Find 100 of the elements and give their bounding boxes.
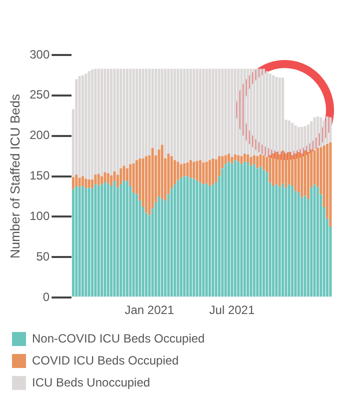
- bar: [113, 181, 116, 297]
- y-tick-label: 0: [42, 290, 50, 304]
- bar: [84, 178, 88, 188]
- legend-label: Non-COVID ICU Beds Occupied: [32, 331, 205, 346]
- bar: [278, 154, 281, 187]
- bar: [237, 155, 240, 162]
- bar: [234, 154, 236, 160]
- bar: [135, 194, 138, 297]
- bar: [202, 162, 205, 184]
- bar: [116, 68, 119, 175]
- bar: [208, 186, 212, 297]
- bar: [262, 170, 266, 297]
- bar: [180, 164, 182, 178]
- bar: [212, 158, 214, 184]
- bar: [144, 156, 148, 213]
- bar: [106, 68, 110, 174]
- bar: [142, 68, 144, 159]
- bar: [183, 163, 186, 176]
- bar: [288, 184, 290, 297]
- bar: [120, 184, 122, 297]
- bar: [129, 68, 132, 164]
- bar: [218, 68, 221, 156]
- bar: [94, 184, 97, 297]
- bar: [176, 162, 180, 180]
- bar: [100, 68, 104, 176]
- bar: [262, 155, 266, 170]
- bar: [240, 156, 243, 164]
- bar: [240, 68, 243, 156]
- bar: [205, 184, 208, 297]
- bar: [306, 124, 310, 152]
- bar: [313, 184, 316, 297]
- bar: [250, 156, 252, 166]
- bar: [205, 162, 208, 184]
- bar: [243, 68, 246, 154]
- bar: [75, 186, 78, 297]
- bar: [275, 76, 278, 152]
- bar: [275, 184, 278, 297]
- y-tick-label: 150: [30, 168, 50, 183]
- bar: [164, 68, 167, 159]
- bar: [275, 152, 278, 184]
- bar: [304, 150, 306, 196]
- bar: [176, 180, 180, 297]
- bar: [75, 174, 78, 186]
- bar: [252, 164, 256, 297]
- y-tick-label: 100: [30, 209, 50, 224]
- bar: [135, 68, 138, 160]
- bar: [100, 176, 104, 184]
- bar: [256, 156, 259, 168]
- bar: [72, 189, 75, 297]
- bar: [106, 184, 110, 297]
- bar: [78, 76, 81, 178]
- bar: [212, 184, 214, 297]
- bar: [208, 68, 212, 160]
- bar: [306, 152, 310, 199]
- bar: [196, 68, 198, 161]
- bar: [310, 188, 313, 297]
- bar: [126, 181, 128, 297]
- bar: [266, 71, 268, 157]
- bar: [189, 178, 192, 297]
- bar: [106, 173, 110, 184]
- bar: [326, 116, 329, 144]
- bar: [192, 162, 196, 179]
- bar: [313, 117, 316, 150]
- bar: [329, 142, 332, 226]
- bar: [78, 186, 81, 297]
- bar: [294, 154, 297, 191]
- bar: [224, 155, 227, 164]
- bar: [198, 182, 202, 297]
- bar: [110, 175, 113, 186]
- bar: [300, 154, 304, 198]
- bar: [170, 68, 173, 156]
- bar: [81, 75, 84, 176]
- bar: [88, 71, 90, 180]
- bar: [154, 68, 158, 156]
- bar: [192, 178, 196, 297]
- bar: [259, 166, 262, 297]
- bar: [196, 180, 198, 297]
- bar: [84, 74, 88, 179]
- bar: [268, 74, 272, 156]
- bar: [174, 68, 176, 160]
- bar: [266, 172, 268, 297]
- bar: [252, 155, 256, 164]
- bar: [300, 126, 304, 154]
- bar: [234, 160, 236, 297]
- bar: [202, 184, 205, 297]
- bar: [304, 196, 306, 297]
- bar: [221, 168, 224, 297]
- bar: [158, 196, 160, 297]
- bar: [212, 68, 214, 159]
- bar: [183, 176, 186, 297]
- y-tick-label: 200: [30, 128, 50, 142]
- bar: [278, 186, 281, 297]
- y-tick-label: 50: [36, 249, 50, 264]
- bar: [228, 154, 230, 162]
- bar: [208, 160, 212, 186]
- bar: [291, 122, 294, 156]
- bar: [284, 188, 288, 297]
- x-tick-label: Jan 2021: [124, 303, 174, 318]
- bar: [72, 177, 75, 190]
- bar: [250, 166, 252, 297]
